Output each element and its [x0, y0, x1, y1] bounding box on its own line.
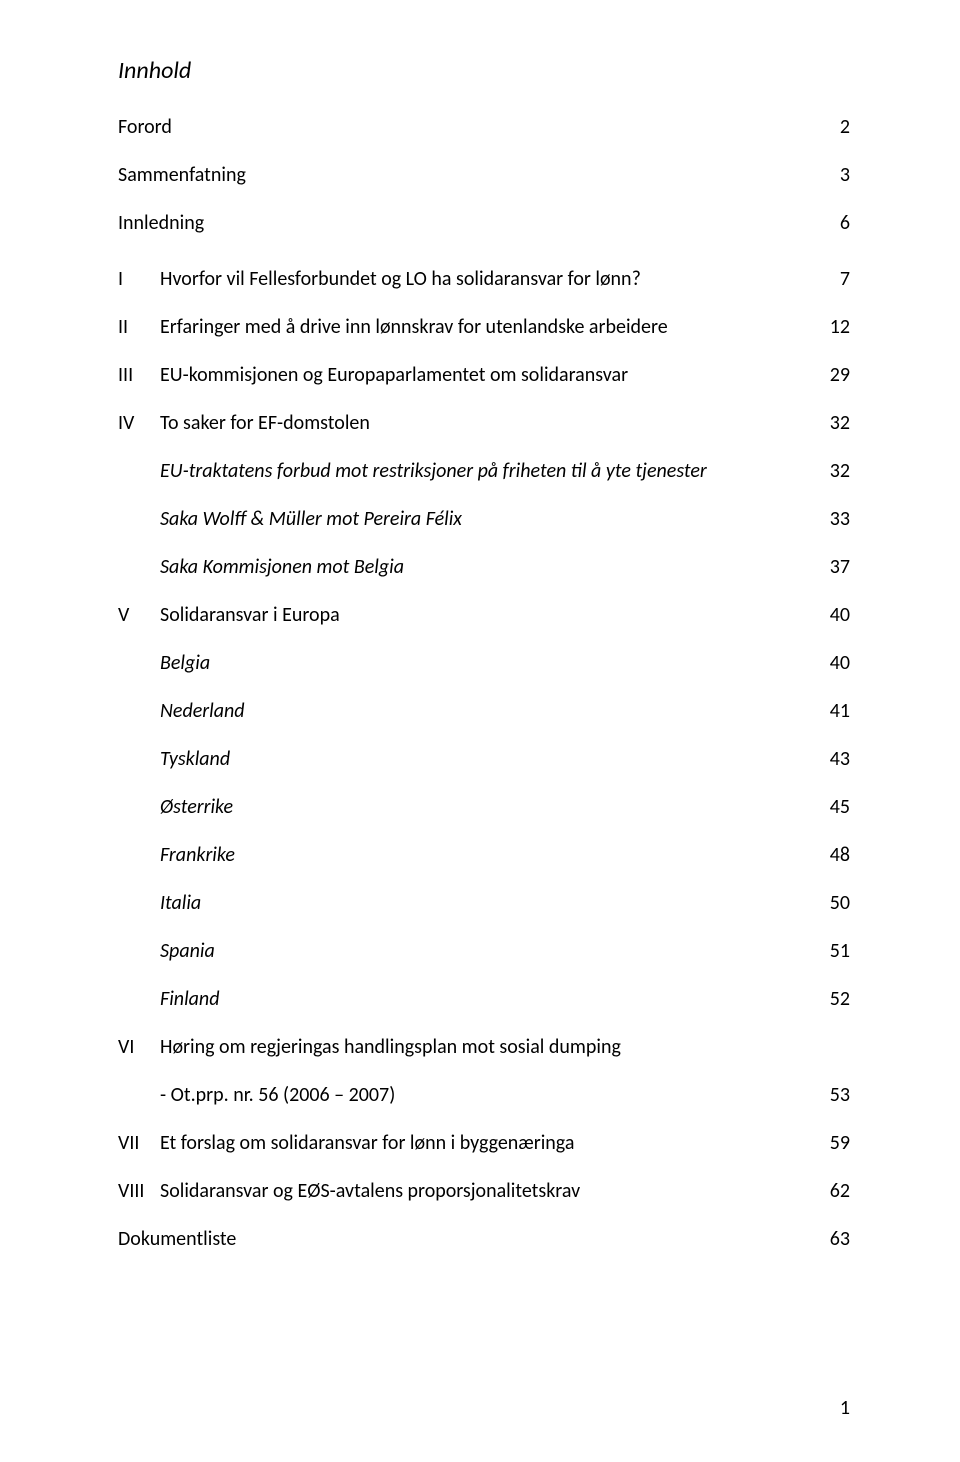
toc-sub-iv-1: EU-traktatens forbud mot restriksjoner p…: [160, 459, 810, 483]
roman-v: V: [118, 603, 160, 627]
roman-viii: VIII: [118, 1179, 160, 1203]
toc-title: Innhold: [118, 56, 850, 85]
toc-sub-v-finland: Finland: [160, 987, 810, 1011]
toc-page-ii: 12: [810, 315, 850, 339]
toc-sub-page-iv-1: 32: [810, 459, 850, 483]
toc-sub-page-v-spania: 51: [810, 939, 850, 963]
toc-page-innledning: 6: [810, 211, 850, 235]
toc-page-viii: 62: [810, 1179, 850, 1203]
toc-entry-iii: EU-kommisjonen og Europaparlamentet om s…: [160, 363, 810, 387]
roman-vi: VI: [118, 1035, 160, 1059]
toc-entry-innledning: Innledning: [118, 211, 810, 235]
toc-sub-page-v-finland: 52: [810, 987, 850, 1011]
toc-entry-iv: To saker for EF-domstolen: [160, 411, 810, 435]
toc-sub-page-iv-2: 33: [810, 507, 850, 531]
roman-iv: IV: [118, 411, 160, 435]
toc-sub-v-italia: Italia: [160, 891, 810, 915]
toc-entry-i: Hvorfor vil Fellesforbundet og LO ha sol…: [160, 267, 810, 291]
page-number-footer: 1: [840, 1396, 850, 1420]
toc-sub-iv-2: Saka Wolff & Müller mot Pereira Félix: [160, 507, 810, 531]
toc-page-i: 7: [810, 267, 850, 291]
toc-sub-page-v-frankrike: 48: [810, 843, 850, 867]
toc-sub-v-frankrike: Frankrike: [160, 843, 810, 867]
toc-entry-v: Solidaransvar i Europa: [160, 603, 810, 627]
toc-sub-v-nederland: Nederland: [160, 699, 810, 723]
toc-page-sammenfatning: 3: [810, 163, 850, 187]
toc-page-iv: 32: [810, 411, 850, 435]
toc-entry-vii: Et forslag om solidaransvar for lønn i b…: [160, 1131, 810, 1155]
toc-sub-page-v-osterrike: 45: [810, 795, 850, 819]
toc-sub-page-v-belgia: 40: [810, 651, 850, 675]
roman-iii: III: [118, 363, 160, 387]
toc-entry-sammenfatning: Sammenfatning: [118, 163, 810, 187]
toc-sub-v-tyskland: Tyskland: [160, 747, 810, 771]
toc-sub-page-v-tyskland: 43: [810, 747, 850, 771]
toc-entry-viii: Solidaransvar og EØS-avtalens proporsjon…: [160, 1179, 810, 1203]
roman-vii: VII: [118, 1131, 160, 1155]
toc-sub-v-belgia: Belgia: [160, 651, 810, 675]
toc-sub-page-v-nederland: 41: [810, 699, 850, 723]
toc-page-v: 40: [810, 603, 850, 627]
toc-sub-v-spania: Spania: [160, 939, 810, 963]
toc-entry-vi: Høring om regjeringas handlingsplan mot …: [160, 1035, 810, 1059]
toc-sub-page-vi-1: 53: [810, 1083, 850, 1107]
toc-entry-ii: Erfaringer med å drive inn lønnskrav for…: [160, 315, 810, 339]
toc-sub-iv-3: Saka Kommisjonen mot Belgia: [160, 555, 810, 579]
toc-sub-v-osterrike: Østerrike: [160, 795, 810, 819]
toc-page-iii: 29: [810, 363, 850, 387]
toc-sub-vi-1: - Ot.prp. nr. 56 (2006 – 2007): [160, 1083, 810, 1107]
toc-page-dokumentliste: 63: [810, 1227, 850, 1251]
toc-sub-page-iv-3: 37: [810, 555, 850, 579]
toc-entry-dokumentliste: Dokumentliste: [118, 1227, 810, 1251]
toc-page-forord: 2: [810, 115, 850, 139]
toc-page-vii: 59: [810, 1131, 850, 1155]
roman-i: I: [118, 267, 160, 291]
toc-entry-forord: Forord: [118, 115, 810, 139]
roman-ii: II: [118, 315, 160, 339]
toc-sub-page-v-italia: 50: [810, 891, 850, 915]
